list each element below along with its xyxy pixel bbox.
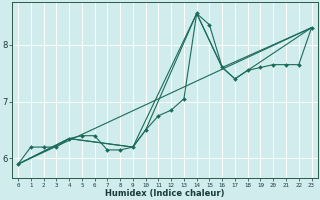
X-axis label: Humidex (Indice chaleur): Humidex (Indice chaleur) [105, 189, 225, 198]
